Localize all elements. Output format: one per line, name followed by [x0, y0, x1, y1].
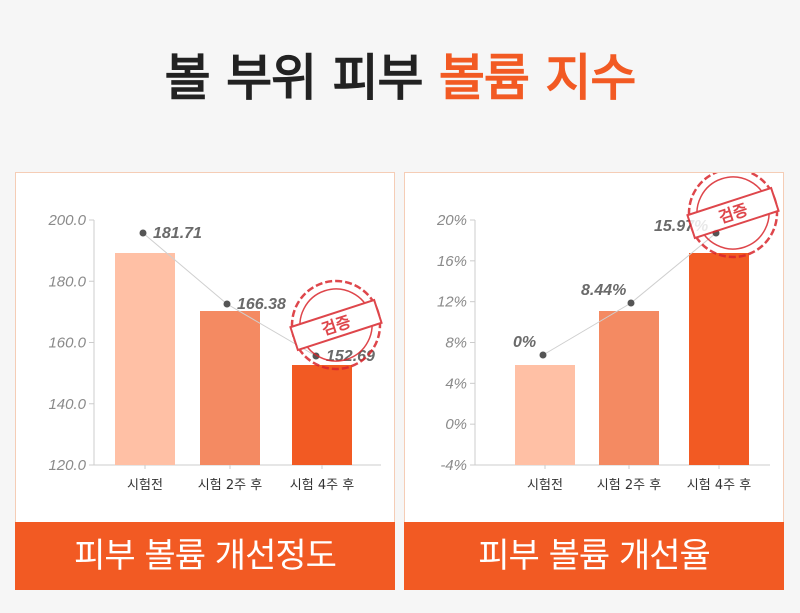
y-tick-label: 180.0 — [48, 273, 86, 290]
data-point — [223, 300, 231, 308]
data-label: 166.38 — [237, 296, 286, 313]
y-tick-label: 200.0 — [47, 212, 86, 229]
y-tick-label: 0% — [445, 416, 467, 433]
chart-left-caption: 피부 볼륨 개선정도 — [15, 522, 395, 590]
stamp-band — [289, 298, 383, 352]
chart-right-svg: 20% 16% 12% 8% 4% 0% -4% 시험전 시험 2주 후 시험 4주 후 0% 8.4… — [436, 173, 780, 493]
data-label: 152.69 — [326, 348, 375, 365]
y-tick-label: 20% — [436, 212, 467, 229]
category-label: 시험 4주 후 — [687, 478, 751, 493]
page-title: 볼 부위 피부 볼륨 지수 — [0, 48, 800, 108]
y-tick-label: 12% — [437, 294, 467, 311]
chart-panel-improvement-rate: 20% 16% 12% 8% 4% 0% -4% 시험전 시험 2주 후 시험 4주 후 0% 8.4… — [404, 172, 784, 590]
category-label: 시험 2주 후 — [597, 478, 661, 493]
category-label: 시험 2주 후 — [198, 478, 262, 493]
y-tick-label: 8% — [445, 335, 467, 352]
chart-right-caption: 피부 볼륨 개선율 — [404, 522, 784, 590]
bar — [599, 311, 659, 465]
category-label: 시험 4주 후 — [290, 478, 354, 493]
bar — [515, 365, 575, 465]
data-point — [539, 351, 547, 359]
chart-panel-improvement-degree: 200.0 180.0 160.0 140.0 120.0 시험전 시험 2주 후 시험 4주… — [15, 172, 395, 590]
bar — [292, 365, 352, 465]
data-label: 181.71 — [153, 225, 202, 242]
bar — [689, 253, 749, 465]
verified-stamp: 검증 — [289, 279, 383, 371]
title-part-plain: 볼 부위 피부 — [164, 49, 439, 107]
y-tick-label: 120.0 — [48, 457, 86, 474]
verified-stamp: 검증 — [686, 173, 780, 259]
y-tick-label: 4% — [445, 375, 467, 392]
data-label: 0% — [513, 334, 536, 351]
y-tick-label: 160.0 — [48, 335, 86, 352]
category-label: 시험전 — [527, 478, 563, 493]
category-label: 시험전 — [127, 478, 163, 493]
data-point — [139, 229, 147, 237]
bar — [115, 253, 175, 465]
data-label: 8.44% — [581, 282, 626, 299]
bar — [200, 311, 260, 465]
y-tick-label: 140.0 — [48, 396, 86, 413]
y-tick-label: -4% — [440, 457, 467, 474]
stamp-band — [686, 186, 780, 240]
y-tick-label: 16% — [437, 253, 467, 270]
data-point — [627, 299, 635, 307]
title-part-accent: 볼륨 지수 — [438, 49, 636, 107]
chart-left-svg: 200.0 180.0 160.0 140.0 120.0 시험전 시험 2주 후 시험 4주… — [47, 212, 383, 493]
